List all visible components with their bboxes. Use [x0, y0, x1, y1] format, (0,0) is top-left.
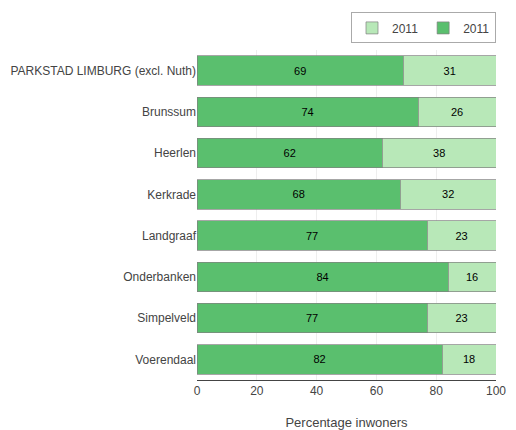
svg-text:Kerkrade: Kerkrade: [147, 188, 196, 202]
svg-text:38: 38: [433, 147, 445, 159]
svg-text:18: 18: [463, 353, 475, 365]
svg-text:82: 82: [313, 353, 325, 365]
svg-text:23: 23: [455, 312, 467, 324]
svg-text:Percentage inwoners: Percentage inwoners: [285, 415, 408, 430]
svg-text:23: 23: [455, 230, 467, 242]
svg-text:Heerlen: Heerlen: [154, 146, 196, 160]
svg-text:77: 77: [306, 312, 318, 324]
svg-text:60: 60: [370, 384, 384, 398]
svg-text:Landgraaf: Landgraaf: [142, 229, 197, 243]
svg-text:2011: 2011: [392, 22, 418, 36]
svg-text:62: 62: [284, 147, 296, 159]
svg-text:16: 16: [466, 271, 478, 283]
svg-text:0: 0: [194, 384, 201, 398]
svg-text:80: 80: [430, 384, 444, 398]
svg-text:32: 32: [442, 188, 454, 200]
svg-text:Voerendaal: Voerendaal: [135, 353, 196, 367]
svg-text:68: 68: [293, 188, 305, 200]
svg-text:2011: 2011: [463, 22, 489, 36]
svg-text:Simpelveld: Simpelveld: [137, 311, 196, 325]
svg-text:31: 31: [444, 65, 456, 77]
svg-text:Onderbanken: Onderbanken: [123, 270, 196, 284]
svg-text:Brunssum: Brunssum: [142, 105, 196, 119]
svg-text:PARKSTAD LIMBURG (excl. Nuth): PARKSTAD LIMBURG (excl. Nuth): [10, 64, 196, 78]
svg-text:20: 20: [250, 384, 264, 398]
svg-text:100: 100: [486, 384, 506, 398]
svg-text:77: 77: [306, 230, 318, 242]
svg-text:84: 84: [316, 271, 328, 283]
svg-text:26: 26: [451, 106, 463, 118]
svg-text:69: 69: [294, 65, 306, 77]
svg-text:40: 40: [310, 384, 324, 398]
svg-text:74: 74: [302, 106, 314, 118]
